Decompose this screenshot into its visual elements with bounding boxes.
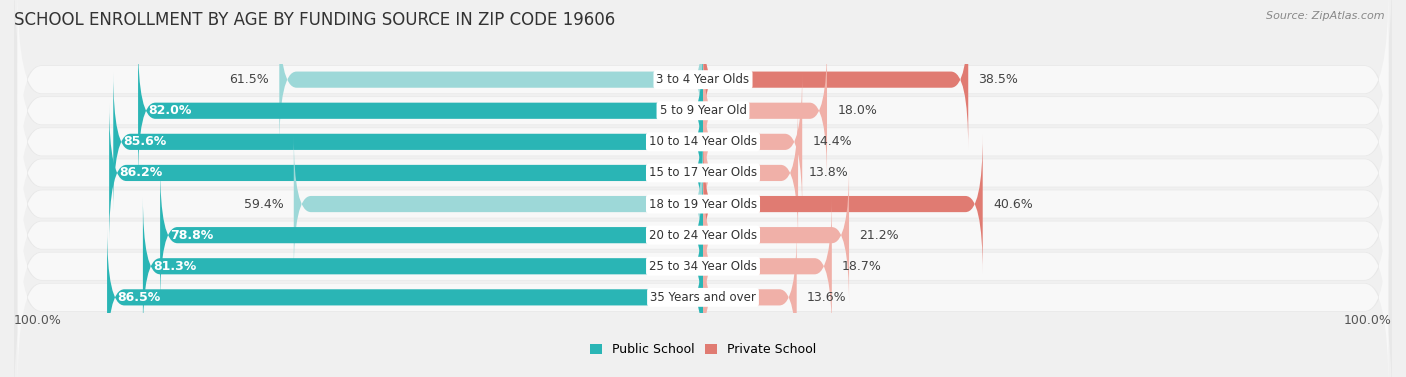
FancyBboxPatch shape bbox=[17, 47, 1389, 237]
FancyBboxPatch shape bbox=[703, 166, 849, 305]
FancyBboxPatch shape bbox=[14, 0, 1392, 190]
Text: 35 Years and over: 35 Years and over bbox=[650, 291, 756, 304]
FancyBboxPatch shape bbox=[17, 109, 1389, 299]
FancyBboxPatch shape bbox=[17, 78, 1389, 268]
Text: 25 to 34 Year Olds: 25 to 34 Year Olds bbox=[650, 260, 756, 273]
Text: 38.5%: 38.5% bbox=[979, 73, 1018, 86]
Text: 13.8%: 13.8% bbox=[808, 167, 848, 179]
FancyBboxPatch shape bbox=[14, 63, 1392, 283]
FancyBboxPatch shape bbox=[14, 156, 1392, 376]
FancyBboxPatch shape bbox=[703, 41, 827, 181]
FancyBboxPatch shape bbox=[17, 171, 1389, 362]
Text: 59.4%: 59.4% bbox=[243, 198, 284, 210]
Text: 18 to 19 Year Olds: 18 to 19 Year Olds bbox=[650, 198, 756, 210]
Text: 18.7%: 18.7% bbox=[842, 260, 882, 273]
Text: 13.6%: 13.6% bbox=[807, 291, 846, 304]
FancyBboxPatch shape bbox=[14, 1, 1392, 221]
FancyBboxPatch shape bbox=[14, 125, 1392, 345]
FancyBboxPatch shape bbox=[280, 10, 703, 149]
Text: 18.0%: 18.0% bbox=[838, 104, 877, 117]
FancyBboxPatch shape bbox=[17, 140, 1389, 330]
FancyBboxPatch shape bbox=[14, 32, 1392, 252]
Text: 10 to 14 Year Olds: 10 to 14 Year Olds bbox=[650, 135, 756, 148]
Text: SCHOOL ENROLLMENT BY AGE BY FUNDING SOURCE IN ZIP CODE 19606: SCHOOL ENROLLMENT BY AGE BY FUNDING SOUR… bbox=[14, 11, 616, 29]
FancyBboxPatch shape bbox=[143, 196, 703, 336]
Text: 20 to 24 Year Olds: 20 to 24 Year Olds bbox=[650, 229, 756, 242]
FancyBboxPatch shape bbox=[114, 72, 703, 211]
Text: 14.4%: 14.4% bbox=[813, 135, 852, 148]
Text: Source: ZipAtlas.com: Source: ZipAtlas.com bbox=[1267, 11, 1385, 21]
Text: 86.2%: 86.2% bbox=[120, 167, 163, 179]
FancyBboxPatch shape bbox=[703, 72, 803, 211]
FancyBboxPatch shape bbox=[138, 41, 703, 181]
FancyBboxPatch shape bbox=[14, 187, 1392, 377]
Legend: Public School, Private School: Public School, Private School bbox=[585, 339, 821, 362]
Text: 86.5%: 86.5% bbox=[117, 291, 160, 304]
FancyBboxPatch shape bbox=[110, 103, 703, 243]
Text: 3 to 4 Year Olds: 3 to 4 Year Olds bbox=[657, 73, 749, 86]
Text: 85.6%: 85.6% bbox=[124, 135, 167, 148]
FancyBboxPatch shape bbox=[107, 228, 703, 367]
Text: 82.0%: 82.0% bbox=[149, 104, 191, 117]
Text: 21.2%: 21.2% bbox=[859, 229, 898, 242]
Text: 81.3%: 81.3% bbox=[153, 260, 197, 273]
Text: 15 to 17 Year Olds: 15 to 17 Year Olds bbox=[650, 167, 756, 179]
Text: 100.0%: 100.0% bbox=[1344, 314, 1392, 327]
FancyBboxPatch shape bbox=[703, 228, 797, 367]
Text: 61.5%: 61.5% bbox=[229, 73, 269, 86]
FancyBboxPatch shape bbox=[294, 134, 703, 274]
FancyBboxPatch shape bbox=[17, 0, 1389, 175]
FancyBboxPatch shape bbox=[160, 166, 703, 305]
FancyBboxPatch shape bbox=[703, 103, 799, 243]
FancyBboxPatch shape bbox=[703, 196, 832, 336]
FancyBboxPatch shape bbox=[17, 15, 1389, 206]
Text: 78.8%: 78.8% bbox=[170, 229, 214, 242]
FancyBboxPatch shape bbox=[14, 94, 1392, 314]
Text: 5 to 9 Year Old: 5 to 9 Year Old bbox=[659, 104, 747, 117]
FancyBboxPatch shape bbox=[703, 134, 983, 274]
FancyBboxPatch shape bbox=[703, 10, 969, 149]
Text: 40.6%: 40.6% bbox=[993, 198, 1033, 210]
FancyBboxPatch shape bbox=[17, 202, 1389, 377]
Text: 100.0%: 100.0% bbox=[14, 314, 62, 327]
